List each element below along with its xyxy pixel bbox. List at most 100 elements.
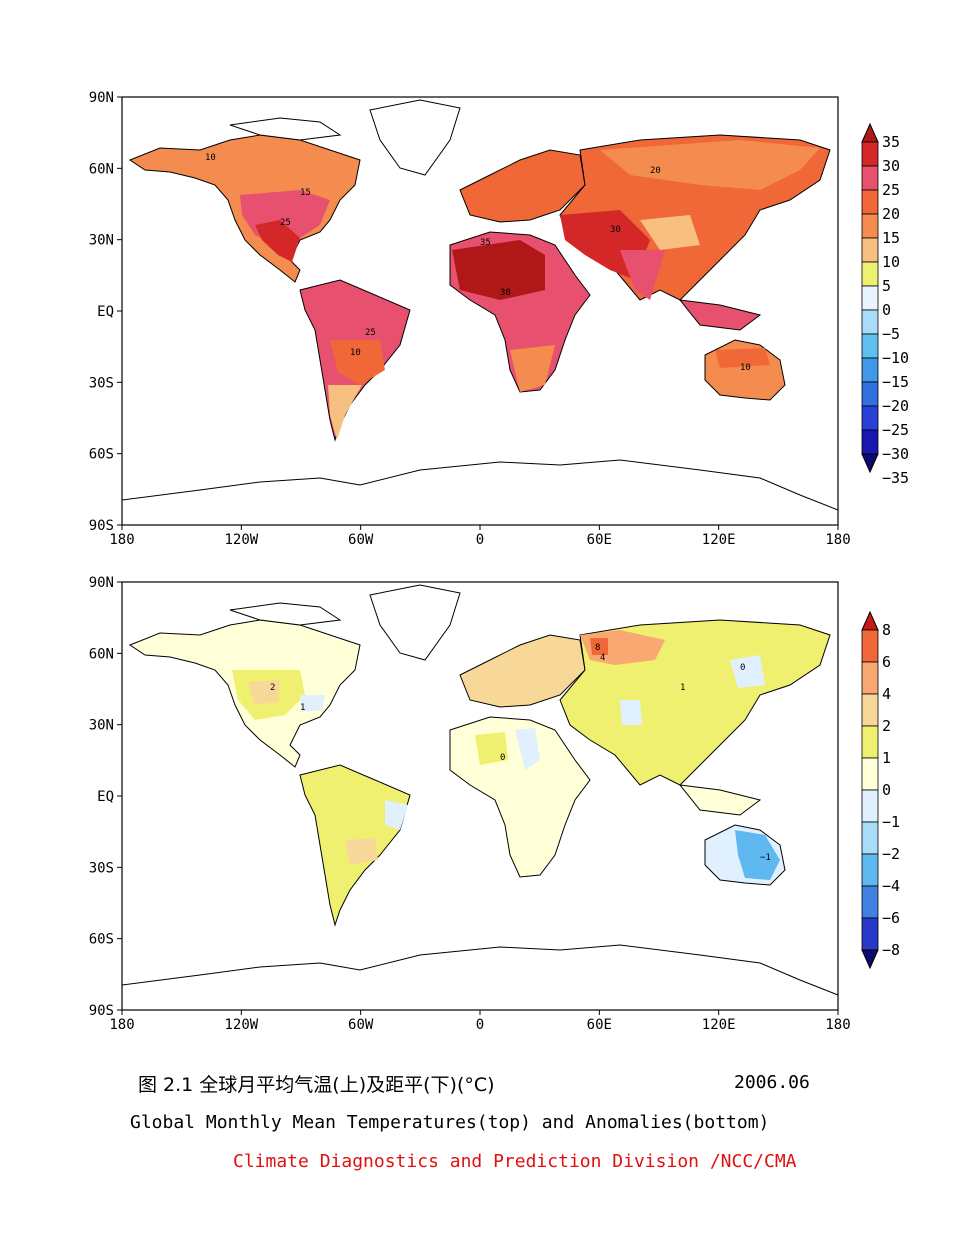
- latitude-tick-label: 90S: [89, 518, 114, 534]
- contour-label: 0: [500, 753, 505, 763]
- latitude-tick-label: EQ: [97, 304, 114, 320]
- contour-label: 8: [595, 643, 600, 653]
- antarctica-outline: [121, 944, 839, 996]
- latitude-tick-label: 30S: [89, 860, 114, 876]
- contour-label: 10: [205, 153, 216, 163]
- siberia-cool-anomaly: [730, 655, 765, 688]
- colorbar-label: 0: [882, 301, 891, 319]
- longitude-tick-label: 180: [825, 532, 850, 548]
- temperature-map-panel: 90N 60N 30N EQ 30S 60S 90S 180 120W 60W 0 60E 120E 1…: [0, 0, 960, 560]
- colorbar-label: 10: [882, 253, 900, 271]
- latitude-tick-label: 60N: [89, 161, 114, 177]
- mexico-hot-zone: [255, 220, 300, 262]
- colorbar-label: −35: [882, 469, 909, 487]
- south-america-warm-anomaly: [345, 838, 378, 865]
- contour-label: 20: [650, 166, 661, 176]
- latitude-tick-label: 60S: [89, 447, 114, 463]
- colorbar-label: 6: [882, 653, 891, 671]
- longitude-tick-label: 60W: [348, 1017, 374, 1033]
- colorbar-arrow-bottom: [861, 453, 879, 474]
- longitude-tick-label: 180: [109, 532, 134, 548]
- colorbar-swatch: [861, 309, 879, 335]
- colorbar-label: 30: [882, 157, 900, 175]
- caption-date: 2006.06: [734, 1072, 810, 1093]
- temperature-fields: [122, 99, 838, 511]
- central-asia-cool-anomaly: [620, 700, 642, 725]
- colorbar-swatch: [861, 885, 879, 919]
- longitude-tick-label: 60E: [587, 532, 612, 548]
- colorbar-swatch: [861, 853, 879, 887]
- southeast-asia-islands: [678, 784, 762, 816]
- contour-label: 10: [740, 363, 751, 373]
- latitude-tick-label: 30S: [89, 375, 114, 391]
- latitude-ticks: 90N 60N 30N EQ 30S 60S 90S: [89, 90, 122, 534]
- southeast-asia-islands: [678, 299, 762, 331]
- longitude-tick-label: 180: [825, 1017, 850, 1033]
- contour-label: 0: [740, 663, 745, 673]
- colorbar-swatch: [861, 821, 879, 855]
- contour-label: 30: [610, 225, 621, 235]
- colorbar-swatch: [861, 189, 879, 215]
- contour-label: 1: [680, 683, 685, 693]
- caption-organization: Climate Diagnostics and Prediction Divis…: [233, 1151, 797, 1172]
- longitude-tick-label: 180: [109, 1017, 134, 1033]
- colorbar-swatch: [861, 213, 879, 239]
- colorbar-label: 25: [882, 181, 900, 199]
- longitude-tick-label: 60W: [348, 532, 374, 548]
- colorbar-swatch: [861, 237, 879, 263]
- longitude-tick-label: 120W: [224, 532, 258, 548]
- sahara-hot-zone: [452, 240, 545, 300]
- colorbar-label: −25: [882, 421, 909, 439]
- south-africa-zone: [510, 345, 555, 392]
- colorbar-arrow-top: [861, 122, 879, 143]
- india-zone: [620, 250, 665, 300]
- longitude-ticks: 180 120W 60W 0 60E 120E 180: [109, 525, 851, 548]
- caption-chinese: 图 2.1 全球月平均气温(上)及距平(下)(°C): [138, 1074, 495, 1096]
- north-america-hot-anomaly: [248, 680, 280, 705]
- colorbar-label: 0: [882, 781, 891, 799]
- contour-label: −1: [760, 853, 771, 863]
- colorbar-label: −10: [882, 349, 909, 367]
- colorbar-label: 1: [882, 749, 891, 767]
- contour-labels: 10 15 25 35 30 30 20 10 25 10: [205, 153, 751, 373]
- colorbar-swatch: [861, 757, 879, 791]
- colorbar-label: 35: [882, 133, 900, 151]
- colorbar-swatch: [861, 725, 879, 759]
- greenland-land: [369, 584, 461, 661]
- colorbar-swatch: [861, 405, 879, 431]
- colorbar-label: −30: [882, 445, 909, 463]
- colorbar-label: −6: [882, 909, 900, 927]
- colorbar-label: −2: [882, 845, 900, 863]
- caption-english: Global Monthly Mean Temperatures(top) an…: [130, 1112, 770, 1133]
- arctic-islands: [229, 117, 342, 141]
- colorbar-swatch: [861, 333, 879, 359]
- colorbar-swatch: [861, 285, 879, 311]
- colorbar-arrow-bottom: [861, 949, 879, 970]
- antarctica-outline: [122, 459, 838, 511]
- longitude-ticks: 180 120W 60W 0 60E 120E 180: [109, 1010, 851, 1033]
- colorbar-swatch: [861, 661, 879, 695]
- colorbar-swatch: [861, 357, 879, 383]
- colorbar-label: −20: [882, 397, 909, 415]
- longitude-tick-label: 120E: [702, 532, 736, 548]
- colorbar-label: 4: [882, 685, 891, 703]
- colorbar-swatch: [861, 141, 879, 167]
- australia-north-zone: [715, 348, 770, 368]
- colorbar-label: 20: [882, 205, 900, 223]
- colorbar-swatch: [861, 261, 879, 287]
- colorbar-swatch: [861, 429, 879, 455]
- colorbar-label: −4: [882, 877, 900, 895]
- anomaly-map-panel: 90N 60N 30N EQ 30S 60S 90S 180 120W 60W 0 60E 120E 1…: [0, 560, 960, 1060]
- colorbar-swatch: [861, 629, 879, 663]
- siberia-zone: [600, 140, 820, 190]
- patagonia-zone: [328, 385, 362, 440]
- latitude-tick-label: 90N: [89, 90, 114, 106]
- longitude-tick-label: 0: [476, 1017, 484, 1033]
- colorbar-label: 15: [882, 229, 900, 247]
- longitude-tick-label: 60E: [587, 1017, 612, 1033]
- australia-cold-anomaly: [735, 830, 780, 880]
- contour-label: 10: [350, 348, 361, 358]
- anomaly-colorbar: 8 6 4 2 1 0 −1 −2 −4 −6 −8: [861, 610, 900, 970]
